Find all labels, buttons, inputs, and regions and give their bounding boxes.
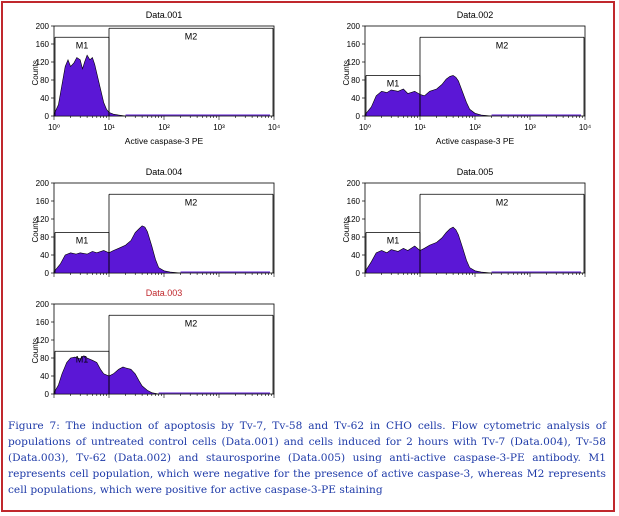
x-axis-label: Active caspase-3 PE xyxy=(436,136,515,146)
y-tick-label: 80 xyxy=(40,354,49,363)
gate-label-m1: M1 xyxy=(76,236,89,246)
x-tick-label: 10⁴ xyxy=(579,123,592,132)
y-tick-label: 160 xyxy=(36,318,50,327)
gate-label-m2: M2 xyxy=(185,197,198,207)
y-tick-label: 40 xyxy=(40,372,49,381)
y-tick-label: 0 xyxy=(356,112,361,121)
gate-label-m2: M2 xyxy=(496,40,509,50)
histogram-svg: Data.002 0 40 80 120 160 200 Counts 10⁰ 10¹ 10² 10³… xyxy=(342,10,592,146)
histogram-svg: Data.004 0 40 80 120 160 200 Counts M1 M2 xyxy=(31,167,275,278)
gate-label-m2: M2 xyxy=(185,318,198,328)
x-tick-label: 10³ xyxy=(213,123,225,132)
x-tick-label: 10⁰ xyxy=(359,123,371,132)
y-tick-label: 40 xyxy=(351,94,360,103)
y-tick-label: 200 xyxy=(36,22,50,31)
chart-title: Data.002 xyxy=(457,10,494,20)
histogram-svg: Data.003 0 40 80 120 160 200 Counts M1 M2 xyxy=(31,288,275,399)
histogram-svg: Data.001 0 40 80 120 160 200 Counts 10⁰ 10¹ 10² 10³… xyxy=(31,10,281,146)
y-tick-label: 120 xyxy=(36,215,50,224)
histogram-panel: Data.004 0 40 80 120 160 200 Counts M1 M2 xyxy=(12,165,312,285)
histogram-area xyxy=(364,75,492,117)
x-tick-label: 10⁴ xyxy=(268,123,281,132)
chart-title: Data.003 xyxy=(146,288,183,298)
y-tick-label: 160 xyxy=(347,40,361,49)
y-tick-label: 40 xyxy=(40,94,49,103)
gate-label-m2: M2 xyxy=(496,197,509,207)
x-tick-label: 10⁰ xyxy=(48,123,60,132)
y-axis-label: Counts xyxy=(31,338,40,363)
y-axis-label: Counts xyxy=(342,217,351,242)
y-axis-label: Counts xyxy=(342,60,351,85)
y-tick-label: 120 xyxy=(36,336,50,345)
y-tick-label: 200 xyxy=(36,179,50,188)
histogram-area xyxy=(364,226,492,274)
x-tick-label: 10³ xyxy=(524,123,536,132)
y-tick-label: 200 xyxy=(347,22,361,31)
histogram-panel: Data.001 0 40 80 120 160 200 Counts 10⁰ 10¹ 10² 10³… xyxy=(12,8,312,158)
gate-label-m2: M2 xyxy=(185,31,198,41)
y-tick-label: 200 xyxy=(347,179,361,188)
x-tick-label: 10¹ xyxy=(103,123,115,132)
histogram-svg: Data.005 0 40 80 120 160 200 Counts M1 M2 xyxy=(342,167,586,278)
histogram-area xyxy=(53,355,159,395)
y-axis-label: Counts xyxy=(31,60,40,85)
histogram-panel: Data.002 0 40 80 120 160 200 Counts 10⁰ 10¹ 10² 10³… xyxy=(323,8,619,158)
y-tick-label: 0 xyxy=(45,390,50,399)
gate-label-m1: M1 xyxy=(387,236,400,246)
chart-title: Data.004 xyxy=(146,167,183,177)
y-tick-label: 120 xyxy=(36,58,50,67)
y-tick-label: 0 xyxy=(45,112,50,121)
gate-label-m1: M1 xyxy=(387,79,400,89)
gate-label-m1: M1 xyxy=(76,354,89,364)
x-tick-label: 10² xyxy=(469,123,481,132)
x-axis-label: Active caspase-3 PE xyxy=(125,136,204,146)
figure-caption: Figure 7: The induction of apoptosis by … xyxy=(8,418,606,498)
y-tick-label: 160 xyxy=(36,40,50,49)
y-tick-label: 160 xyxy=(36,197,50,206)
histogram-area xyxy=(53,225,181,274)
y-axis-label: Counts xyxy=(31,217,40,242)
histogram-panel: Data.003 0 40 80 120 160 200 Counts M1 M2 xyxy=(12,286,312,406)
histogram-panel: Data.005 0 40 80 120 160 200 Counts M1 M2 xyxy=(323,165,619,285)
y-tick-label: 0 xyxy=(356,269,361,278)
y-tick-label: 160 xyxy=(347,197,361,206)
y-tick-label: 120 xyxy=(347,58,361,67)
x-tick-label: 10² xyxy=(158,123,170,132)
y-tick-label: 80 xyxy=(40,76,49,85)
y-tick-label: 40 xyxy=(351,251,360,260)
chart-title: Data.001 xyxy=(146,10,183,20)
y-tick-label: 200 xyxy=(36,300,50,309)
histogram-area xyxy=(53,54,126,117)
gate-label-m1: M1 xyxy=(76,40,89,50)
y-tick-label: 0 xyxy=(45,269,50,278)
y-tick-label: 80 xyxy=(351,76,360,85)
y-tick-label: 80 xyxy=(40,233,49,242)
y-tick-label: 40 xyxy=(40,251,49,260)
caption-text: The induction of apoptosis by Tv-7, Tv-5… xyxy=(8,420,606,496)
chart-title: Data.005 xyxy=(457,167,494,177)
y-tick-label: 80 xyxy=(351,233,360,242)
caption-title: Figure 7: xyxy=(8,420,60,432)
x-tick-label: 10¹ xyxy=(414,123,426,132)
y-tick-label: 120 xyxy=(347,215,361,224)
